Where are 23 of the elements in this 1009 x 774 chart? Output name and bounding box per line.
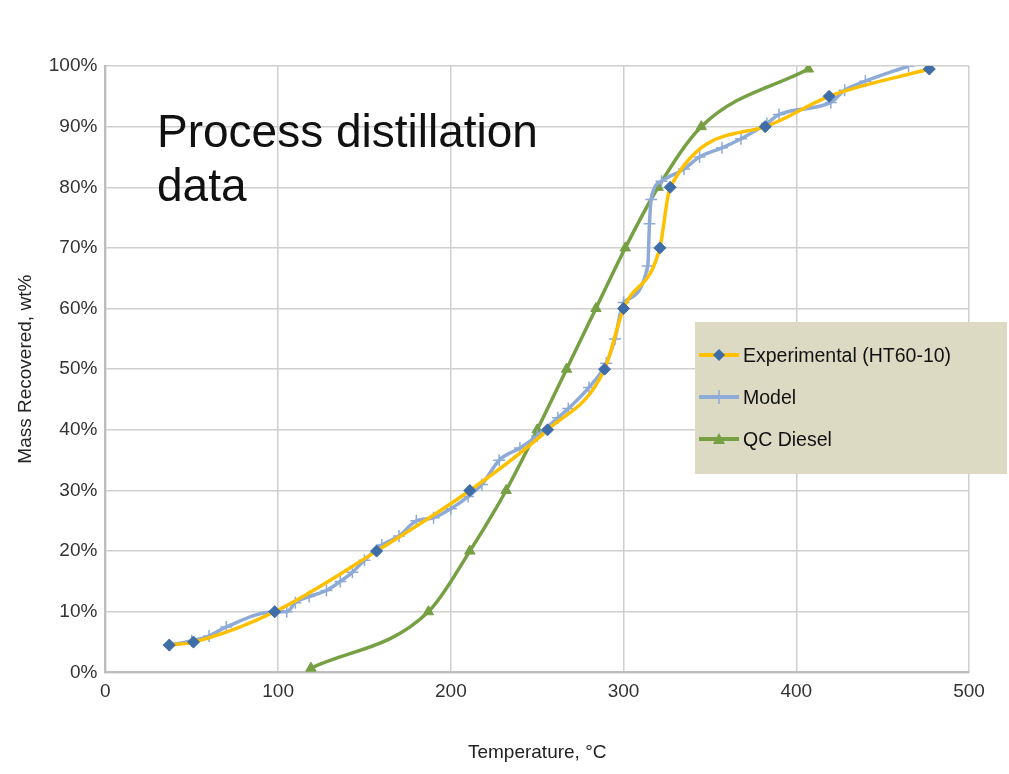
legend-label: QC Diesel bbox=[743, 427, 832, 451]
x-tick-label: 100 bbox=[262, 680, 294, 702]
y-tick-label: 100% bbox=[48, 54, 98, 76]
y-tick-label: 90% bbox=[59, 114, 98, 136]
x-tick-label: 400 bbox=[780, 680, 813, 702]
x-tick-label: 0 bbox=[100, 680, 111, 702]
text: Process distillation data bbox=[157, 104, 539, 212]
x-tick-label: 500 bbox=[953, 680, 985, 702]
x-tick-label: 300 bbox=[607, 680, 640, 702]
y-tick-label: 80% bbox=[59, 175, 98, 197]
x-tick-label: 200 bbox=[434, 680, 467, 702]
y-tick-label: 40% bbox=[59, 418, 98, 440]
y-tick-label: 20% bbox=[59, 539, 98, 561]
y-tick-label: 10% bbox=[59, 599, 98, 621]
legend-label: Experimental (HT60-10) bbox=[743, 343, 952, 367]
x-axis-title: Temperature, °C bbox=[467, 740, 607, 762]
y-tick-label: 50% bbox=[59, 357, 98, 379]
legend-label: Model bbox=[743, 385, 797, 409]
y-tick-label: 70% bbox=[59, 236, 98, 258]
y-tick-label: 60% bbox=[59, 296, 98, 318]
y-tick-label: 0% bbox=[69, 660, 98, 682]
y-tick-label: 30% bbox=[59, 478, 98, 500]
y-axis-title: Mass Recovered, wt% bbox=[13, 274, 35, 464]
